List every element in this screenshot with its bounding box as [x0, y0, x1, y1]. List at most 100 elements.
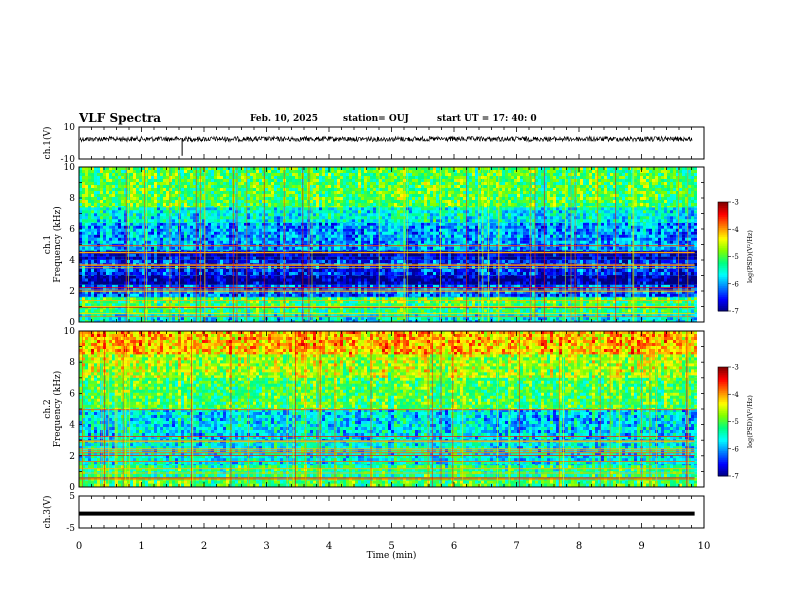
ch1-spec-cell [214, 241, 217, 244]
ch1-spec-cell [220, 194, 223, 197]
ch1-spec-cell [148, 194, 151, 197]
ch1-spec-cell [181, 219, 184, 222]
ch1-spec-cell [223, 272, 226, 275]
ch1-spec-cell [313, 229, 316, 232]
ch1-spec-cell [259, 182, 262, 185]
ch1-spec-cell [97, 282, 100, 285]
ch1-spec-cell [250, 226, 253, 229]
ch1-spec-cell [169, 297, 172, 300]
ch1-spec-cell [154, 213, 157, 216]
ch1-spec-cell [223, 247, 226, 250]
ch1-spec-cell [313, 254, 316, 257]
ch1-spec-cell [109, 238, 112, 241]
ch1-spec-cell [154, 173, 157, 176]
ch1-spec-cell [292, 257, 295, 260]
ch1-spec-cell [319, 232, 322, 235]
ch1-spec-cell [184, 200, 187, 203]
ch1-spec-cell [295, 219, 298, 222]
ch1-spec-cell [106, 188, 109, 191]
ch1-spec-cell [259, 317, 262, 320]
ch1-spec-cell [103, 222, 106, 223]
ch1-spec-cell [97, 219, 100, 222]
ch1-spec-cell [91, 213, 94, 216]
ch1-spec-cell [184, 210, 187, 213]
ch1-spec-cell [133, 213, 136, 216]
ch1-spec-cell [91, 303, 94, 306]
ch1-spec-cell [271, 309, 274, 312]
ch1-spec-cell [166, 275, 169, 276]
ch1-spec-cell [136, 207, 139, 210]
ch1-spec-cell [130, 297, 133, 300]
ch1-spec-cell [256, 173, 259, 176]
ch1-spec-cell [295, 194, 298, 197]
ch1-spec-cell [106, 250, 109, 251]
ch1-spec-cell [229, 173, 232, 176]
ch1-spec-cell [211, 297, 214, 300]
ch1-spec-cell [205, 182, 208, 185]
ch1-spec-cell [223, 197, 226, 200]
ch1-spec-cell [133, 185, 136, 188]
ch1-spec-cell [295, 275, 298, 276]
ch1-spec-cell [214, 173, 217, 176]
ch1-spec-cell [193, 309, 196, 312]
ch1-spec-cell [139, 297, 142, 300]
ch1-spec-cell [211, 238, 214, 241]
ch1-spec-cell [274, 232, 277, 235]
ch1-spec-cell [313, 279, 316, 282]
ch1-spec-cell [154, 250, 157, 251]
ch1-spec-cell [292, 206, 295, 207]
ch1-spec-cell [112, 179, 115, 182]
ch1-spec-cell [307, 282, 310, 285]
ch1-spec-cell [238, 303, 241, 306]
ch1-spec-cell [175, 200, 178, 203]
ch1-spec-cell [97, 182, 100, 185]
ch1-spec-cell [226, 269, 229, 272]
ch1-spec-cell [112, 317, 115, 320]
ch1-spec-cell [97, 222, 100, 223]
ch1-spec-cell [235, 314, 238, 317]
ch1-spec-cell [154, 244, 157, 247]
ch1-spec-cell [205, 269, 208, 272]
ch1-spec-cell [151, 188, 154, 191]
ch1-spec-cell [130, 275, 133, 276]
ch1-spec-cell [277, 279, 280, 282]
ch1-spec-cell [193, 294, 196, 297]
ch1-spec-cell [274, 216, 277, 219]
ch1-spec-cell [247, 275, 250, 276]
ch1-spec-cell [286, 250, 289, 251]
ch1-spec-cell [298, 226, 301, 229]
ch1-spec-cell [88, 238, 91, 241]
ch1-spec-cell [295, 213, 298, 216]
ch1-spec-cell [295, 179, 298, 182]
ch1-spec-cell [223, 216, 226, 219]
ch1-spec-cell [133, 272, 136, 275]
ch1-spec-cell [106, 197, 109, 200]
ch1-spec-cell [139, 250, 142, 251]
ch1-spec-cell [304, 197, 307, 200]
ch1-spec-cell [187, 176, 190, 179]
ch1-spec-cell [271, 176, 274, 179]
ch1-spec-cell [175, 250, 178, 251]
ch1-spec-cell [118, 269, 121, 272]
ch1-spec-cell [100, 272, 103, 275]
ch1-spec-cell [277, 297, 280, 300]
ch1-spec-cell [304, 173, 307, 176]
ch1-spec-cell [205, 197, 208, 200]
ch1-spec-cell [298, 203, 301, 206]
ch1-spec-cell [97, 229, 100, 232]
ch1-spec-cell [118, 179, 121, 182]
ch1-spec-cell [160, 176, 163, 179]
ch1-spec-cell [247, 238, 250, 241]
ch1-spec-cell [112, 191, 115, 194]
ch1-spec-cell [118, 170, 121, 173]
ch1-spec-cell [163, 223, 166, 226]
ch1-spec-cell [193, 176, 196, 179]
ch1-spec-cell [316, 213, 319, 216]
ch1-spec-cell [109, 173, 112, 176]
ch1-spec-cell [169, 238, 172, 241]
ch1-spec-cell [265, 223, 268, 226]
ch1-spec-cell [157, 210, 160, 213]
ch1-spec-cell [190, 303, 193, 306]
ch1-spec-cell [289, 275, 292, 276]
ch1-spec-cell [169, 276, 172, 279]
